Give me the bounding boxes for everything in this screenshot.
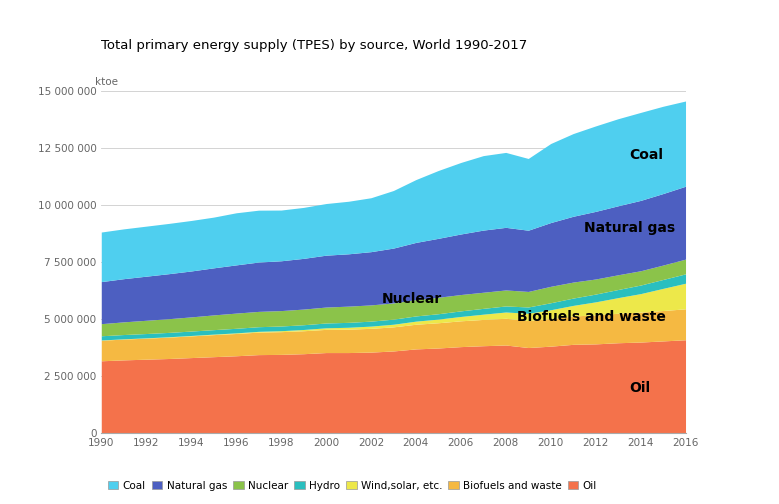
Text: Coal: Coal: [629, 148, 664, 162]
Text: Biofuels and waste: Biofuels and waste: [517, 310, 666, 324]
Text: Nuclear: Nuclear: [382, 292, 442, 305]
Legend: Coal, Natural gas, Nuclear, Hydro, Wind,solar, etc., Biofuels and waste, Oil: Coal, Natural gas, Nuclear, Hydro, Wind,…: [104, 476, 601, 495]
Text: ktoe: ktoe: [95, 77, 118, 87]
Text: Natural gas: Natural gas: [584, 221, 675, 235]
Text: Oil: Oil: [629, 381, 650, 395]
Text: Total primary energy supply (TPES) by source, World 1990-2017: Total primary energy supply (TPES) by so…: [101, 39, 527, 52]
